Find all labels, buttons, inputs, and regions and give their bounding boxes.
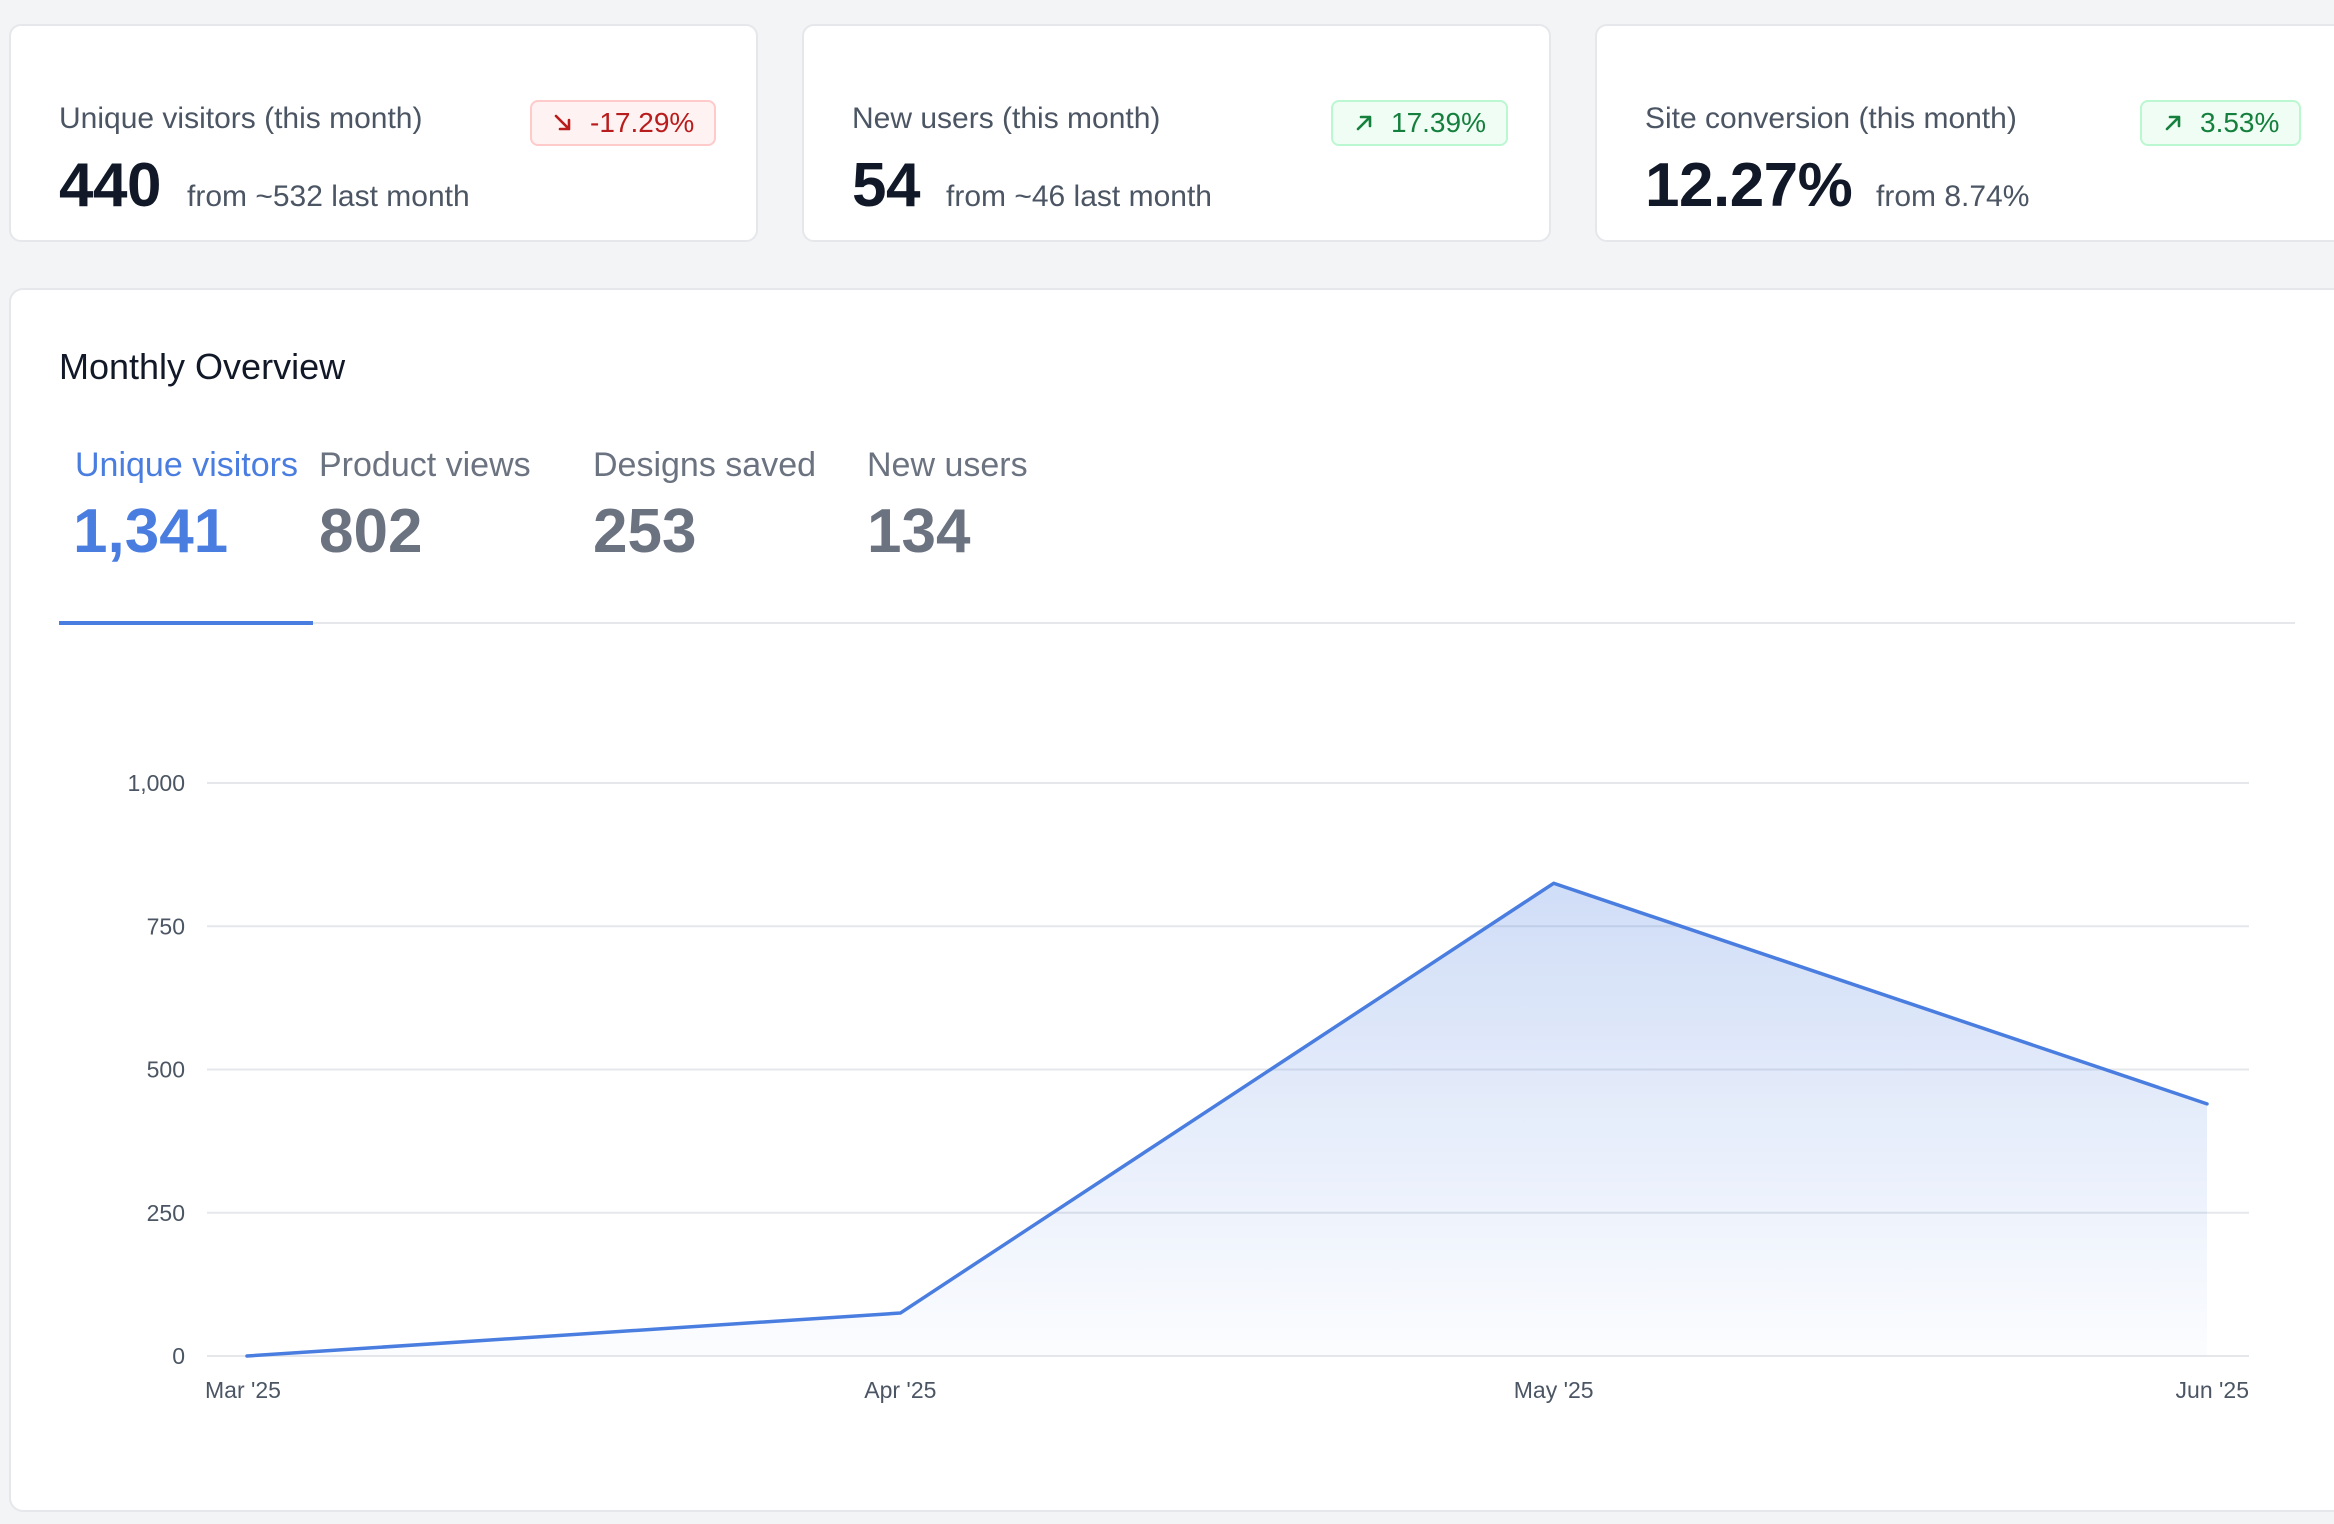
arrow-down-right-icon [554, 114, 571, 131]
series-area [247, 883, 2207, 1356]
y-tick-label: 250 [147, 1200, 185, 1226]
tab-designs-saved[interactable]: Designs saved 253 [585, 410, 861, 622]
x-tick-label: Jun '25 [2176, 1377, 2249, 1403]
series-line [245, 881, 2209, 1358]
tab-unique-visitors[interactable]: Unique visitors 1,341 [59, 410, 313, 625]
tab-product-views[interactable]: Product views 802 [313, 410, 585, 622]
trend-value: 3.53% [2200, 107, 2280, 138]
tab-label: Designs saved [593, 446, 817, 484]
y-tick-label: 750 [147, 913, 185, 939]
kpi-title: Unique visitors (this month) [59, 102, 423, 135]
kpi-title: New users (this month) [852, 102, 1161, 135]
arrow-up-right-icon [2165, 115, 2181, 131]
section-title: Monthly Overview [59, 346, 346, 387]
x-tick-label: Mar '25 [205, 1377, 281, 1403]
kpi-card-site-conversion: Site conversion (this month) 12.27% from… [1595, 24, 2334, 242]
kpi-title: Site conversion (this month) [1645, 102, 2017, 135]
area-chart: 0 250 500 750 1,000 Mar '25 Apr '25 May '25 Jun… [127, 770, 2249, 1403]
kpi-card-new-users: New users (this month) 54 from ~46 last … [802, 24, 1551, 242]
arrow-up-right-icon [1356, 115, 1372, 131]
tab-label: Product views [319, 446, 531, 484]
tab-label: New users [867, 446, 1028, 484]
trend-value: 17.39% [1391, 107, 1486, 138]
active-tab-indicator [59, 621, 313, 625]
trend-badge: 3.53% [2140, 100, 2302, 146]
y-tick-label: 1,000 [127, 770, 185, 796]
kpi-card-unique-visitors: Unique visitors (this month) 440 from ~5… [9, 24, 758, 242]
kpi-value: 440 [59, 151, 161, 220]
kpi-comparison: from 8.74% [1876, 180, 2030, 213]
series-layer [245, 881, 2209, 1358]
tab-value: 134 [867, 497, 971, 566]
kpi-value: 12.27% [1645, 151, 1853, 220]
tab-new-users[interactable]: New users 134 [861, 410, 1061, 622]
tab-label: Unique visitors [75, 446, 298, 484]
trend-badge: -17.29% [530, 100, 717, 146]
y-axis-ticks: 0 250 500 750 1,000 [127, 770, 185, 1369]
x-tick-label: Apr '25 [864, 1377, 936, 1403]
y-tick-label: 500 [147, 1057, 185, 1083]
y-tick-label: 0 [172, 1343, 185, 1369]
kpi-comparison: from ~46 last month [946, 180, 1212, 213]
tab-value: 253 [593, 497, 697, 566]
monthly-overview-card: Monthly Overview Unique visitors 1,341 P… [9, 288, 2334, 1512]
kpi-comparison: from ~532 last month [187, 180, 470, 213]
tab-value: 802 [319, 497, 423, 566]
kpi-value: 54 [852, 151, 920, 220]
trend-badge: 17.39% [1331, 100, 1508, 146]
trend-value: -17.29% [590, 107, 695, 138]
tab-value: 1,341 [73, 497, 229, 566]
metric-tabs: Unique visitors 1,341 Product views 802 … [59, 410, 2295, 625]
x-axis-ticks: Mar '25 Apr '25 May '25 Jun '25 [205, 1377, 2249, 1403]
x-tick-label: May '25 [1514, 1377, 1594, 1403]
